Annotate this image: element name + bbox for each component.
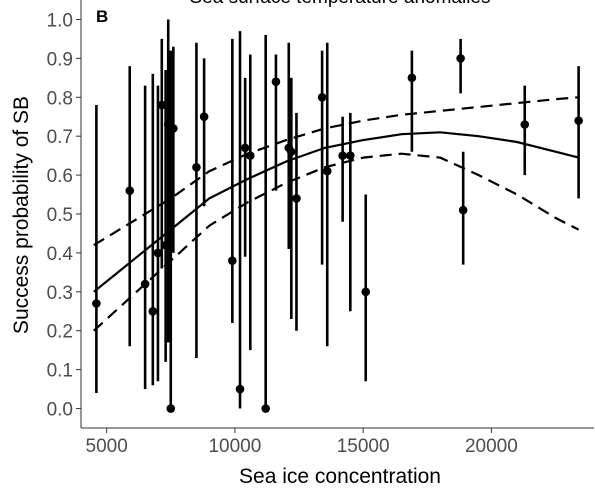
data-point bbox=[125, 186, 135, 195]
y-tick-label: 0.2 bbox=[47, 322, 73, 343]
data-point bbox=[346, 151, 355, 160]
data-point bbox=[322, 166, 332, 176]
y-tick-label: 0.9 bbox=[47, 49, 73, 70]
x-tick-label: 15000 bbox=[337, 436, 390, 457]
y-tick-label: 0.3 bbox=[47, 283, 73, 304]
data-point bbox=[235, 384, 245, 394]
data-point bbox=[199, 112, 209, 122]
data-point bbox=[407, 73, 417, 83]
y-tick-label: 0.5 bbox=[47, 205, 73, 226]
data-point bbox=[261, 404, 270, 413]
data-point bbox=[271, 77, 281, 87]
data-point bbox=[192, 163, 201, 172]
panel-label: B bbox=[96, 7, 108, 26]
data-point bbox=[287, 147, 296, 157]
data-point bbox=[240, 143, 250, 153]
x-axis-title: Sea ice concentration bbox=[239, 465, 441, 488]
data-point bbox=[228, 256, 237, 265]
data-point bbox=[92, 299, 101, 308]
y-tick-label: 0.7 bbox=[47, 127, 73, 148]
y-axis-title: Success probability of SB bbox=[10, 96, 33, 334]
data-point bbox=[317, 92, 327, 102]
confidence-lower-line bbox=[93, 152, 580, 332]
data-point bbox=[458, 205, 468, 215]
data-point bbox=[574, 116, 583, 125]
y-tick-label: 0.4 bbox=[47, 244, 74, 265]
data-point bbox=[169, 124, 178, 133]
y-tick-label: 0.6 bbox=[47, 166, 73, 187]
x-tick-label: 5000 bbox=[86, 436, 128, 457]
y-tick-label: 0.1 bbox=[47, 361, 73, 382]
data-point bbox=[456, 54, 465, 63]
y-axis-ticks: 0.0 0.1 0.2 0.3 0.4 0.5 0.6 0.7 0.8 0.9 1.0 bbox=[47, 10, 81, 421]
y-tick-label: 0.0 bbox=[47, 400, 73, 421]
chart-title: Sea surface temperature anomalies bbox=[190, 0, 491, 8]
data-point bbox=[153, 248, 163, 258]
y-tick-label: 0.8 bbox=[47, 88, 73, 109]
data-point bbox=[157, 100, 167, 110]
data-point bbox=[292, 194, 301, 203]
fit-line bbox=[93, 131, 579, 293]
data-point bbox=[338, 151, 347, 160]
x-tick-label: 10000 bbox=[208, 436, 261, 457]
x-axis-ticks: 5000 10000 15000 20000 bbox=[86, 428, 518, 457]
data-point bbox=[140, 279, 150, 289]
data-point bbox=[166, 404, 176, 413]
data-point bbox=[161, 240, 170, 250]
x-tick-label: 20000 bbox=[465, 436, 518, 457]
data-point bbox=[361, 287, 371, 297]
confidence-upper-line bbox=[93, 96, 579, 247]
plot-area bbox=[92, 19, 583, 413]
data-point bbox=[148, 306, 158, 316]
data-point bbox=[520, 120, 530, 129]
y-tick-label: 1.0 bbox=[47, 10, 73, 31]
data-point bbox=[245, 151, 255, 160]
